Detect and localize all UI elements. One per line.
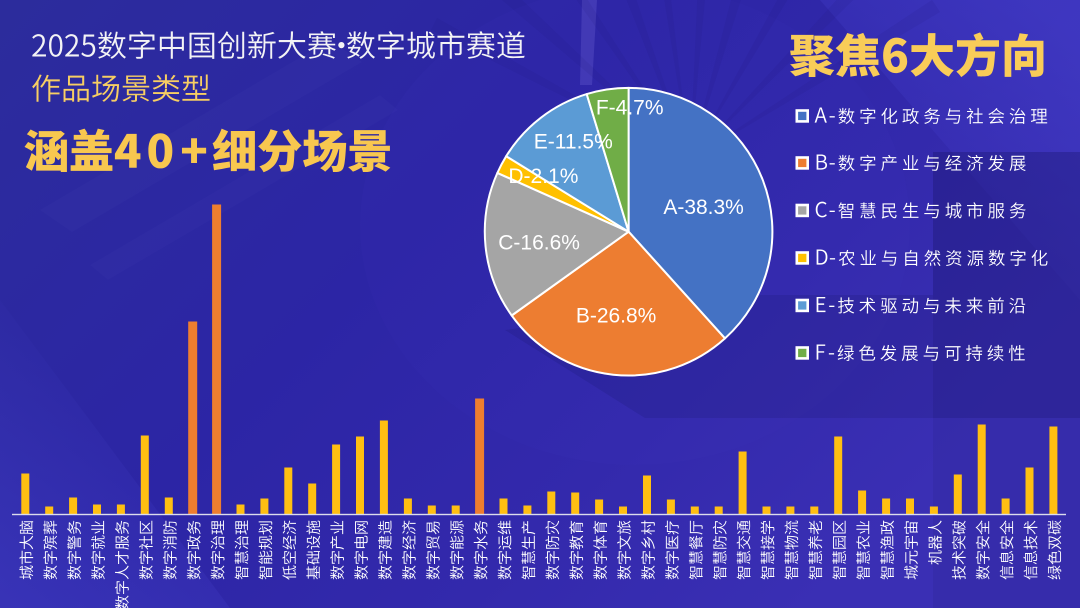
svg-text:B-26.8%: B-26.8% — [576, 304, 657, 327]
svg-text:D-2.1%: D-2.1% — [508, 165, 578, 188]
svg-text:A-38.3%: A-38.3% — [663, 196, 744, 219]
svg-text:F-4.7%: F-4.7% — [596, 97, 664, 120]
svg-text:E-11.5%: E-11.5% — [534, 131, 613, 154]
svg-text:C-16.6%: C-16.6% — [498, 232, 580, 255]
